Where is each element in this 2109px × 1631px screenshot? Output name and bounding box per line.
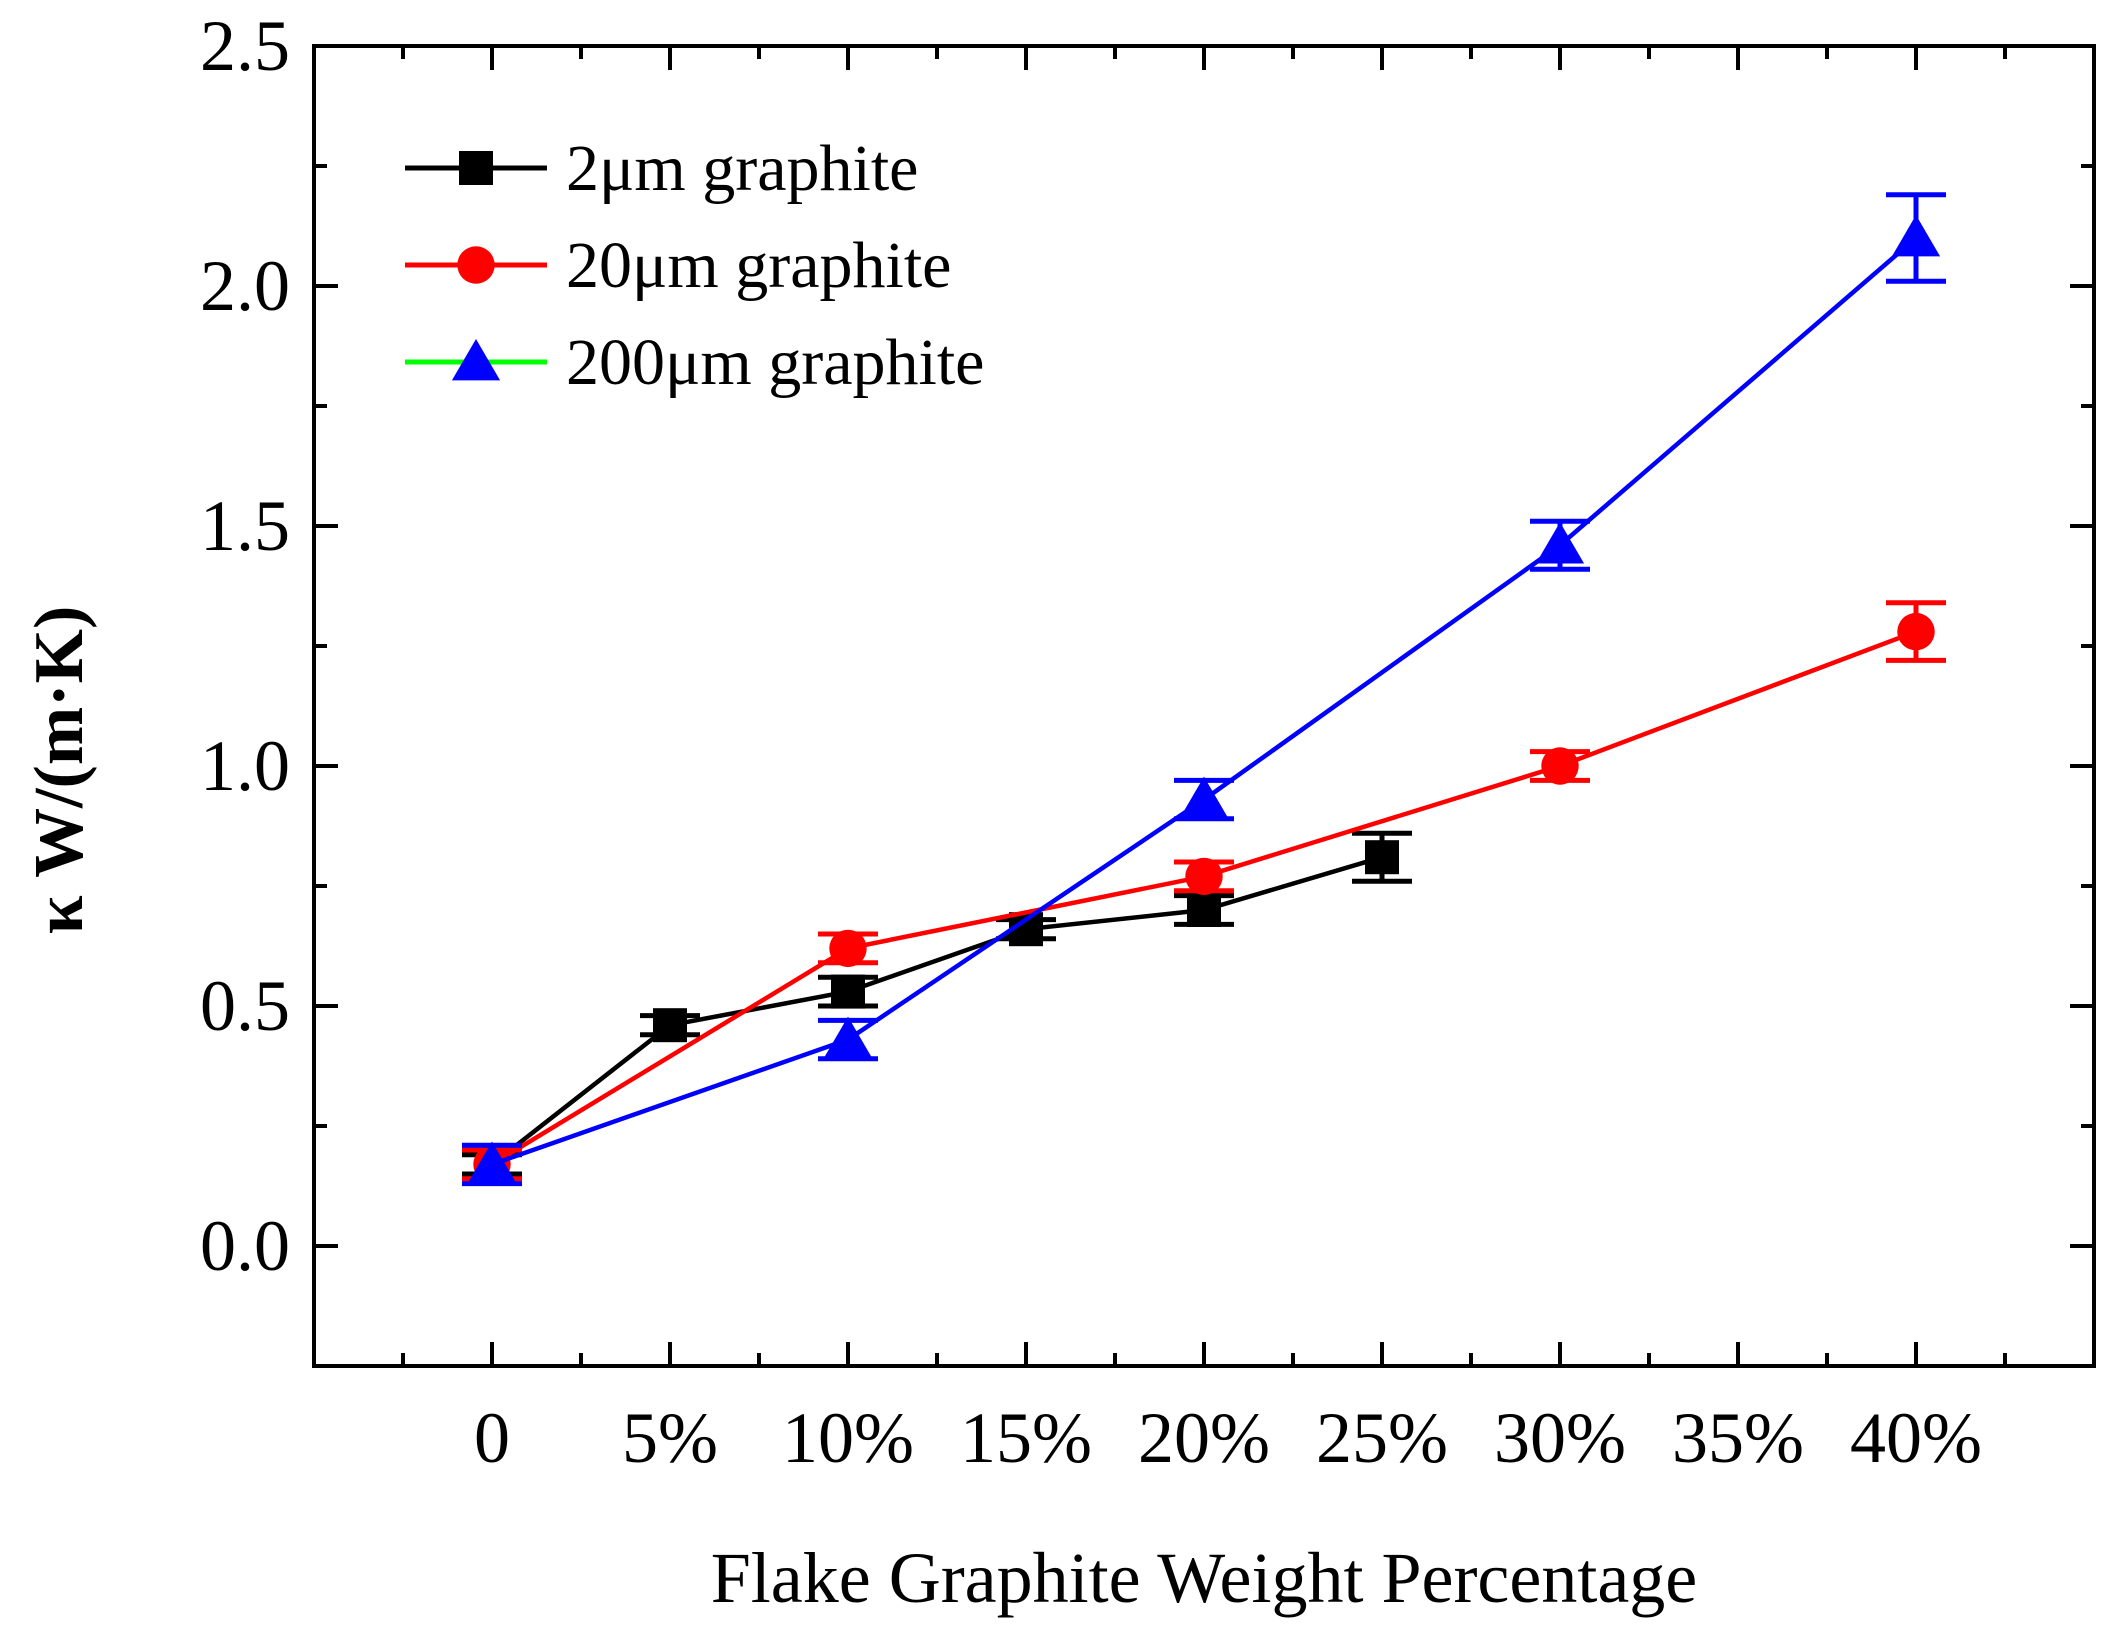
y-axis-ticks: 0.0 0.5 1.0 1.5 2.0 2.5 <box>200 6 2094 1286</box>
data-point <box>467 1141 517 1183</box>
x-tick-label: 25% <box>1316 1398 1448 1478</box>
legend-item-1: 2μm graphite <box>405 132 918 205</box>
x-axis-title: Flake Graphite Weight Percentage <box>711 1538 1698 1618</box>
x-tick-label: 0 <box>474 1398 510 1478</box>
legend-label: 2μm graphite <box>566 132 918 205</box>
series-line <box>490 855 1383 1167</box>
data-point <box>831 974 865 1009</box>
x-tick-label: 40% <box>1850 1398 1982 1478</box>
x-tick-label: 10% <box>782 1398 914 1478</box>
x-tick-label: 30% <box>1494 1398 1626 1478</box>
legend-marker <box>457 246 495 284</box>
y-tick-label: 0.0 <box>200 1206 290 1286</box>
series-3 <box>462 192 1946 1187</box>
data-point <box>823 1016 873 1058</box>
x-tick-label: 15% <box>960 1398 1092 1478</box>
data-point <box>829 929 867 968</box>
data-point <box>1179 776 1229 818</box>
plot-area <box>312 44 2096 1368</box>
legend-item-3: 200μm graphite <box>405 326 984 399</box>
legend-label: 200μm graphite <box>566 326 984 399</box>
data-point <box>1185 857 1223 896</box>
y-tick-label: 2.0 <box>200 246 290 326</box>
y-tick-label: 1.0 <box>200 726 290 806</box>
data-point <box>1891 215 1941 257</box>
legend: 2μm graphite 20μm graphite 200μm graphite <box>405 132 984 399</box>
series-1 <box>462 830 1412 1182</box>
x-tick-label: 35% <box>1672 1398 1804 1478</box>
y-tick-label: 2.5 <box>200 6 290 86</box>
y-tick-label: 0.5 <box>200 966 290 1046</box>
y-tick-label: 1.5 <box>200 486 290 566</box>
data-point <box>1365 840 1399 875</box>
y-axis-title: κ W/(m·K) <box>21 606 98 935</box>
data-point <box>1897 612 1935 651</box>
data-point <box>1187 893 1221 927</box>
x-tick-label: 5% <box>622 1398 718 1478</box>
data-point <box>1541 747 1579 785</box>
data-point <box>653 1008 687 1043</box>
legend-marker <box>451 339 501 381</box>
legend-item-2: 20μm graphite <box>405 229 951 302</box>
x-tick-label: 20% <box>1138 1398 1270 1478</box>
legend-marker <box>459 151 493 185</box>
data-point <box>1535 522 1585 564</box>
series-layer <box>462 192 1946 1187</box>
legend-label: 20μm graphite <box>566 229 951 302</box>
x-axis-ticks: 0 5% 10% 15% 20% 25% 30% 35% 40% <box>401 46 2007 1478</box>
